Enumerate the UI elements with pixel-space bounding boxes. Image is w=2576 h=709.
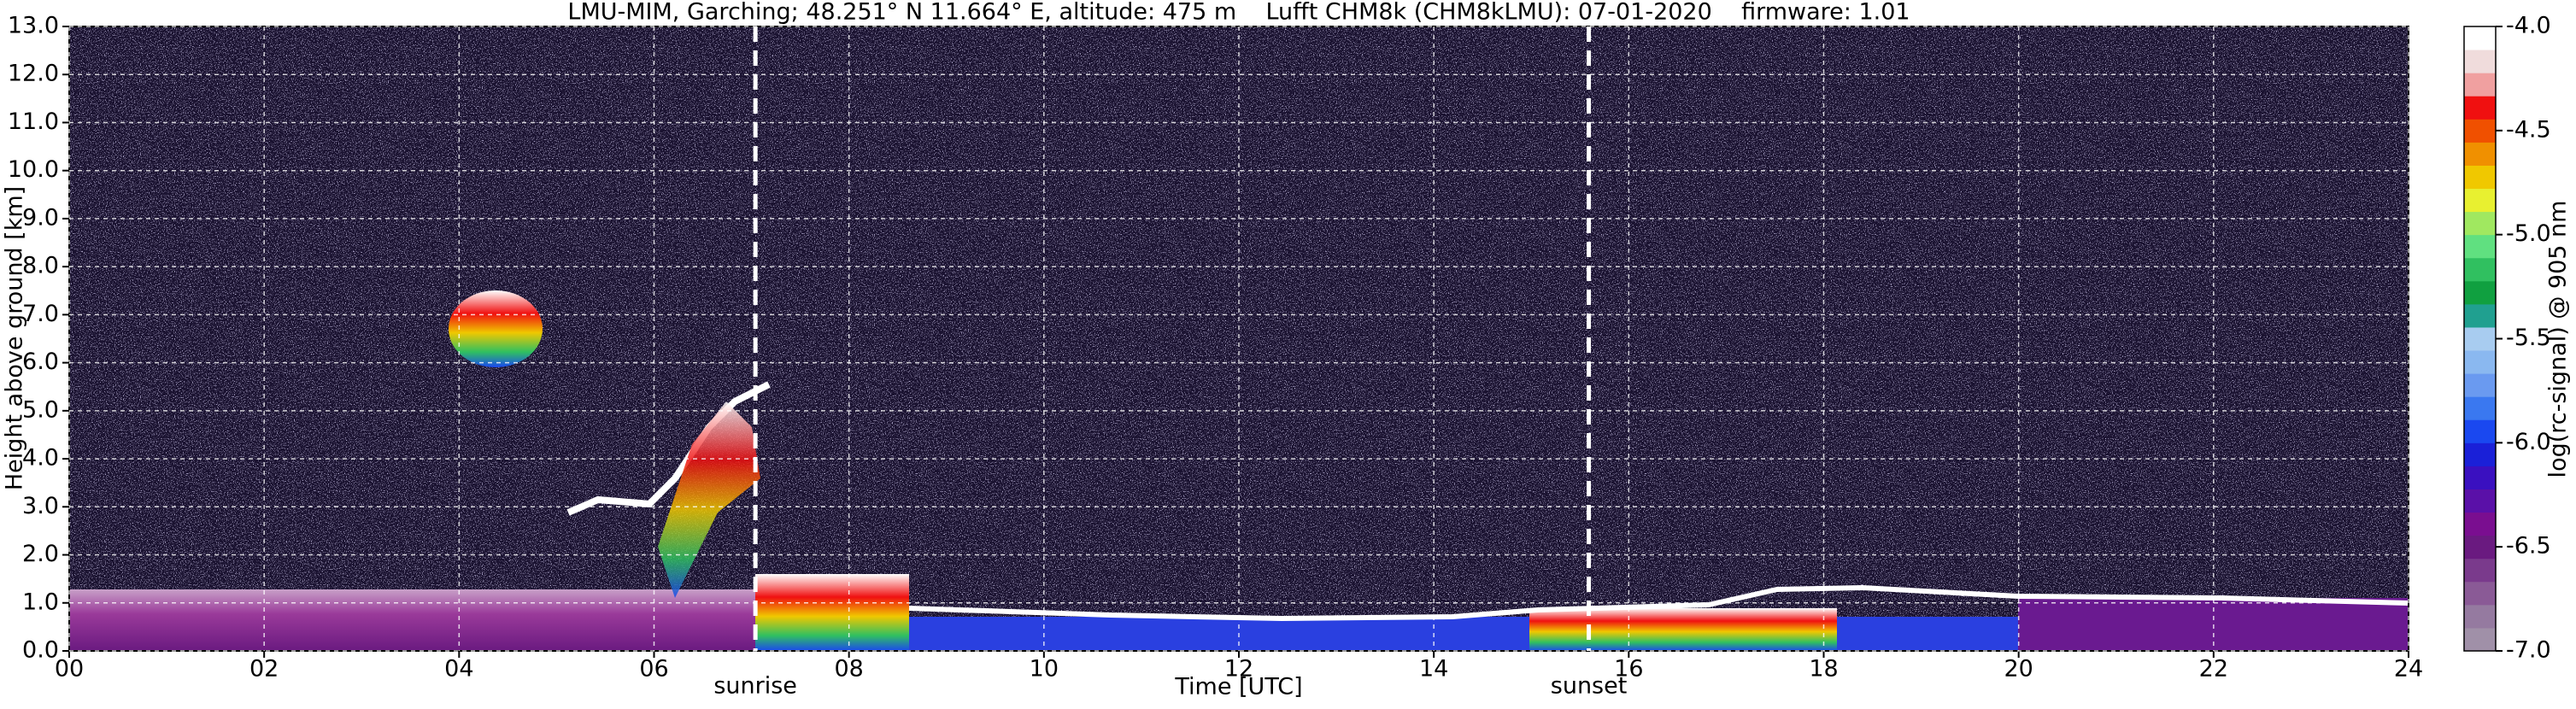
colorbar-segment <box>2464 558 2496 583</box>
colorbar-tick-label: -4.5 <box>2506 116 2551 143</box>
y-tick-label: 2.0 <box>22 541 59 567</box>
x-tick-label: 14 <box>1419 656 1448 683</box>
colorbar-segment <box>2464 627 2496 652</box>
colorbar-segment <box>2464 326 2496 351</box>
low-cloud <box>755 574 909 651</box>
y-tick-label: 7.0 <box>22 301 59 327</box>
x-tick-label: 20 <box>2004 656 2033 683</box>
colorbar-tick-label: -5.5 <box>2506 325 2551 351</box>
y-axis-label: Height above ground [km] <box>2 186 28 490</box>
y-tick-label: 3.0 <box>22 493 59 519</box>
colorbar-segment <box>2464 350 2496 374</box>
colorbar-segment <box>2464 396 2496 420</box>
colorbar-tick-label: -6.5 <box>2506 533 2551 560</box>
cloud-layer <box>658 401 760 598</box>
annotation-label: sunset <box>1551 673 1628 700</box>
colorbar-tick-label: -6.0 <box>2506 429 2551 455</box>
colorbar-tick-label: -4.0 <box>2506 13 2551 39</box>
x-tick-label: 24 <box>2394 656 2423 683</box>
y-tick-label: 1.0 <box>22 589 59 615</box>
colorbar-tick-label: -7.0 <box>2506 637 2551 664</box>
colorbar-segment <box>2464 119 2496 143</box>
y-tick-label: 11.0 <box>8 108 59 135</box>
colorbar-segment <box>2464 165 2496 190</box>
cloud-top <box>908 584 2409 622</box>
cloud-layer <box>566 381 771 516</box>
colorbar-segment <box>2464 234 2496 259</box>
colorbar-segment <box>2464 489 2496 513</box>
colorbar-tick-label: -5.0 <box>2506 220 2551 247</box>
aerosol-layer <box>69 589 755 651</box>
y-tick-label: 5.0 <box>22 396 59 423</box>
x-tick-label: 16 <box>1614 656 1643 683</box>
colorbar-segment <box>2464 50 2496 73</box>
chart-title: LMU-MIM, Garching; 48.251° N 11.664° E, … <box>567 0 1910 26</box>
colorbar-segment <box>2464 257 2496 282</box>
annotation-label: sunrise <box>713 673 797 700</box>
x-axis-label: Time [UTC] <box>1174 674 1302 700</box>
colorbar-segment <box>2464 581 2496 606</box>
colorbar-label: log(rc-signal) @ 905 nm <box>2545 201 2572 478</box>
x-tick-label: 22 <box>2199 656 2228 683</box>
low-cloud <box>1529 608 1837 651</box>
colorbar-segment <box>2464 535 2496 560</box>
colorbar-segment <box>2464 188 2496 213</box>
y-tick-label: 4.0 <box>22 445 59 472</box>
x-tick-label: 08 <box>834 656 863 683</box>
x-tick-label: 02 <box>249 656 279 683</box>
colorbar-segment <box>2464 96 2496 120</box>
y-tick-label: 8.0 <box>22 253 59 279</box>
y-tick-label: 9.0 <box>22 204 59 231</box>
colorbar-segment <box>2464 26 2496 50</box>
colorbar-segment <box>2464 373 2496 397</box>
x-tick-label: 06 <box>639 656 668 683</box>
colorbar-segment <box>2464 280 2496 305</box>
x-tick-label: 12 <box>1224 656 1253 683</box>
colorbar-segment <box>2464 419 2496 443</box>
colorbar-segment <box>2464 303 2496 328</box>
y-tick-label: 12.0 <box>8 61 59 87</box>
y-tick-label: 0.0 <box>22 637 59 664</box>
colorbar-segment <box>2464 604 2496 629</box>
y-tick-label: 6.0 <box>22 349 59 375</box>
colorbar-segment <box>2464 211 2496 236</box>
colorbar-segment <box>2464 142 2496 166</box>
colorbar-segment <box>2464 442 2496 466</box>
colorbar-segment <box>2464 512 2496 536</box>
y-tick-label: 10.0 <box>8 156 59 183</box>
x-tick-label: 10 <box>1030 656 1059 683</box>
x-tick-label: 00 <box>55 656 84 683</box>
x-tick-label: 18 <box>1809 656 1838 683</box>
x-tick-label: 04 <box>444 656 473 683</box>
colorbar-segment <box>2464 466 2496 489</box>
y-tick-label: 13.0 <box>8 13 59 39</box>
cirrus <box>449 290 543 367</box>
colorbar-segment <box>2464 73 2496 97</box>
